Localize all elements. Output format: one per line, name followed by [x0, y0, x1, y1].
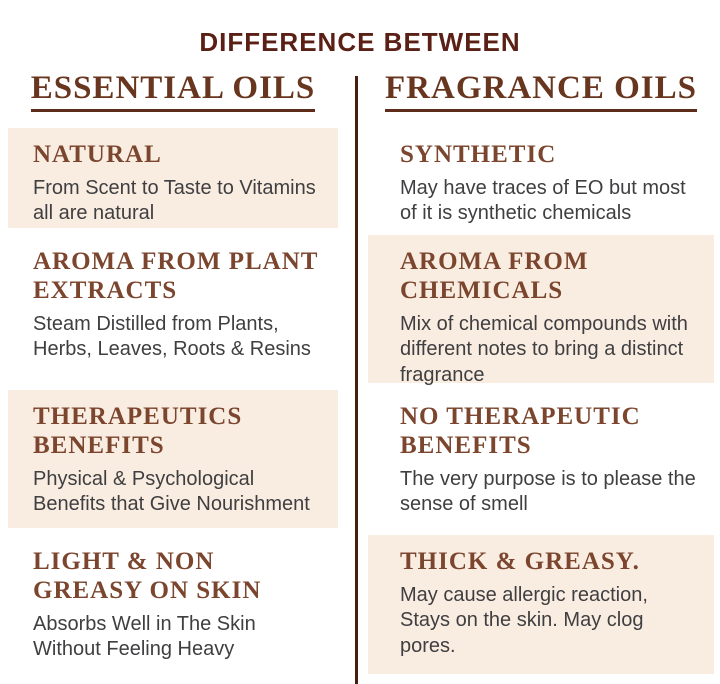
column-header-essential-oils: ESSENTIAL OILS: [8, 70, 338, 113]
card-heading: NO THERAPEUTIC BENEFITS: [400, 403, 641, 459]
card-thick-greasy: THICK & GREASY. May cause allergic react…: [368, 535, 714, 674]
card-heading: LIGHT & NON GREASY ON SKIN: [33, 548, 262, 604]
page-title: DIFFERENCE BETWEEN: [199, 27, 521, 57]
card-body: Absorbs Well in The Skin Without Feeling…: [33, 612, 256, 661]
card-body: Mix of chemical compounds with different…: [400, 312, 688, 386]
card-body: The very purpose is to please the sense …: [400, 467, 696, 516]
card-no-therapeutic-benefits: NO THERAPEUTIC BENEFITS The very purpose…: [368, 390, 714, 528]
card-aroma-chemicals: AROMA FROM CHEMICALS Mix of chemical com…: [368, 235, 714, 386]
card-natural: NATURAL From Scent to Taste to Vitamins …: [8, 128, 338, 228]
card-heading: THICK & GREASY.: [400, 548, 640, 575]
column-headers: ESSENTIAL OILS FRAGRANCE OILS: [8, 70, 720, 122]
card-heading: AROMA FROM CHEMICALS: [400, 248, 589, 304]
column-header-essential-oils-label: ESSENTIAL OILS: [30, 70, 316, 113]
card-body: May have traces of EO but most of it is …: [400, 176, 686, 225]
card-heading: AROMA FROM PLANT EXTRACTS: [33, 248, 318, 304]
card-therapeutics-benefits: THERAPEUTICS BENEFITS Physical & Psychol…: [8, 390, 338, 528]
card-body: May cause allergic reaction, Stays on th…: [400, 583, 648, 657]
vertical-divider: [355, 76, 358, 684]
card-heading: SYNTHETIC: [400, 141, 557, 168]
card-light-non-greasy: LIGHT & NON GREASY ON SKIN Absorbs Well …: [8, 535, 338, 674]
card-heading: THERAPEUTICS BENEFITS: [33, 403, 243, 459]
card-body: Physical & Psychological Benefits that G…: [33, 467, 310, 516]
comparison-grid: NATURAL From Scent to Taste to Vitamins …: [8, 128, 720, 674]
card-body: From Scent to Taste to Vitamins all are …: [33, 176, 316, 225]
card-body: Steam Distilled from Plants, Herbs, Leav…: [33, 312, 311, 361]
column-header-fragrance-oils: FRAGRANCE OILS: [368, 70, 714, 113]
card-aroma-plant-extracts: AROMA FROM PLANT EXTRACTS Steam Distille…: [8, 235, 338, 383]
card-synthetic: SYNTHETIC May have traces of EO but most…: [368, 128, 714, 228]
card-heading: NATURAL: [33, 141, 162, 168]
column-header-fragrance-oils-label: FRAGRANCE OILS: [385, 70, 697, 113]
